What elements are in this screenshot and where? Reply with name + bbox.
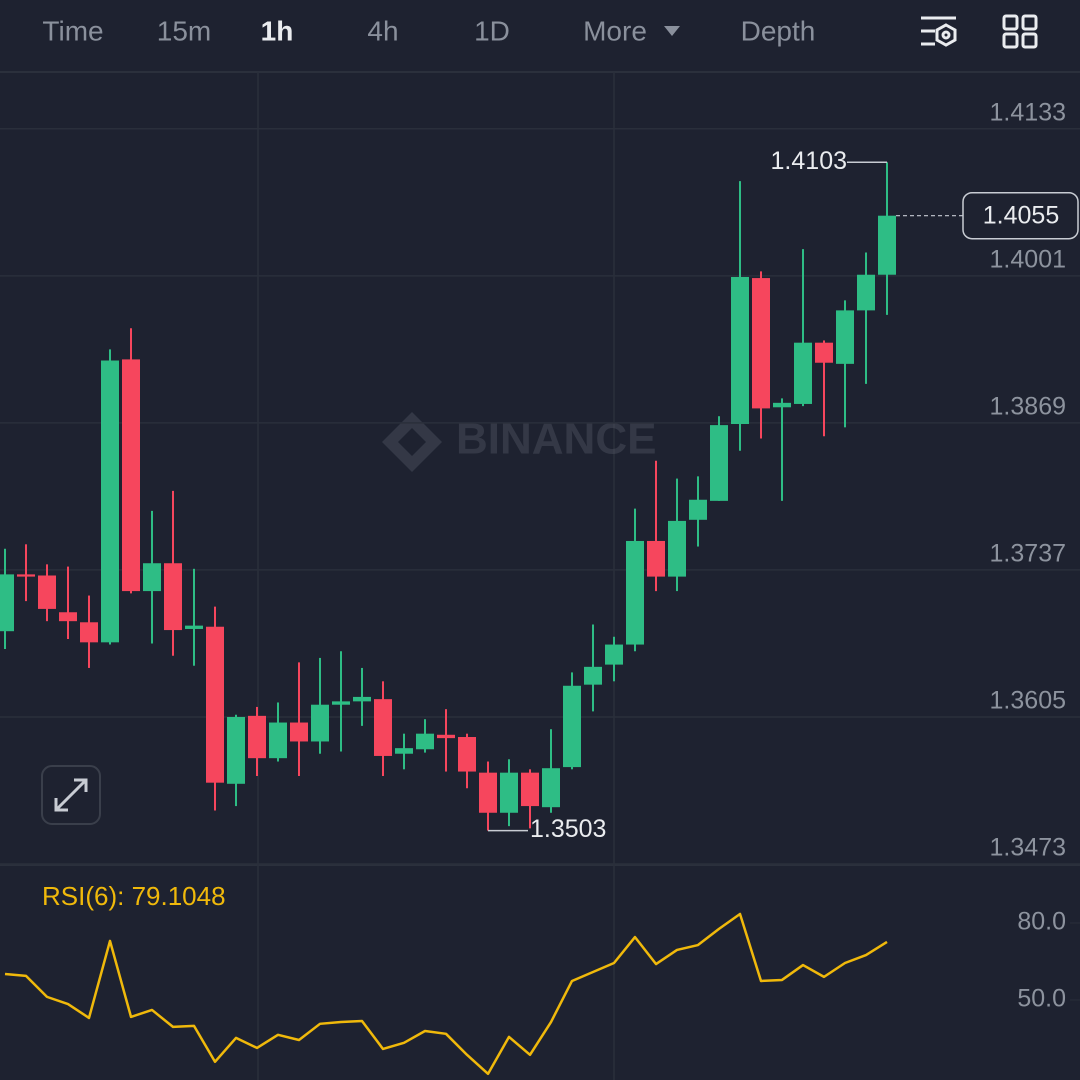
last-price-box	[962, 191, 1079, 240]
toolbar: Time 15m 1h 4h 1D More Depth	[42, 15, 815, 46]
settings-icon[interactable]	[921, 16, 957, 47]
candle-body	[374, 699, 392, 756]
candle-body	[458, 737, 476, 772]
candle-body	[353, 696, 371, 702]
candle-body	[584, 666, 602, 685]
candle-body	[206, 626, 224, 783]
candle-body	[794, 342, 812, 404]
y-tick-label: 1.3869	[990, 392, 1066, 420]
candle-body	[752, 278, 770, 409]
watermark-text: BINANCE	[456, 415, 656, 464]
candle-body	[647, 540, 665, 577]
chart: 1.4133 1.4001 1.3869 1.3737 1.3605 1.3473 1.41…	[0, 98, 1080, 1076]
low-label: 1.3503	[530, 815, 606, 843]
candle-body	[395, 748, 413, 754]
candle-body	[0, 574, 14, 632]
candle-body	[731, 276, 749, 424]
candle-body	[143, 563, 161, 592]
candle-body	[416, 733, 434, 750]
layout-icon[interactable]	[1002, 14, 1038, 49]
candle-body	[836, 310, 854, 364]
candle-body	[668, 520, 686, 577]
candle-body	[500, 772, 518, 813]
y-tick-label: 1.3605	[990, 687, 1066, 715]
y-tick-label: 50.0	[1017, 985, 1066, 1013]
rsi-line	[4, 912, 888, 1076]
y-tick-label: 1.3473	[990, 834, 1066, 862]
y-tick-label: 1.4133	[990, 98, 1066, 126]
candle-body	[857, 274, 875, 311]
candle-body	[626, 540, 644, 645]
high-label: 1.4103	[771, 147, 847, 175]
expand-button[interactable]	[41, 765, 101, 825]
tab[interactable]: Depth	[741, 15, 816, 46]
candle-body	[101, 360, 119, 643]
candle-body	[185, 625, 203, 629]
candle-body	[521, 772, 539, 807]
candle-body	[38, 575, 56, 609]
candle-body	[332, 701, 350, 705]
candle-body	[269, 722, 287, 759]
candle-body	[773, 402, 791, 408]
candle-body	[164, 563, 182, 631]
candle-body	[227, 716, 245, 784]
candle-body	[689, 499, 707, 520]
candle-body	[605, 644, 623, 665]
candle-body	[80, 622, 98, 643]
tab[interactable]: 1D	[474, 15, 510, 46]
rsi-title: RSI(6): 79.1048	[42, 881, 226, 911]
tab[interactable]: 4h	[367, 15, 398, 46]
candle-body	[122, 359, 140, 592]
y-tick-label: 1.4001	[990, 245, 1066, 273]
candle-body	[290, 722, 308, 742]
candle-body	[563, 685, 581, 768]
tab[interactable]: More	[583, 15, 647, 46]
candle-body	[479, 772, 497, 813]
tab[interactable]: 1h	[261, 15, 294, 46]
candle-body	[59, 612, 77, 622]
tab[interactable]: Time	[42, 15, 103, 46]
candle-body	[542, 768, 560, 808]
candle-body	[815, 342, 833, 363]
y-tick-label: 80.0	[1017, 908, 1066, 936]
y-tick-label: 1.3737	[990, 540, 1066, 568]
dropdown-arrow[interactable]	[664, 26, 680, 36]
candle-body	[710, 425, 728, 501]
last-price-label: 1.4055	[983, 201, 1059, 229]
candle-body	[248, 715, 266, 759]
candle-body	[437, 734, 455, 739]
candle-body	[311, 704, 329, 742]
candle-body	[878, 215, 896, 275]
candle-body	[17, 574, 35, 577]
tab[interactable]: 15m	[157, 15, 211, 46]
